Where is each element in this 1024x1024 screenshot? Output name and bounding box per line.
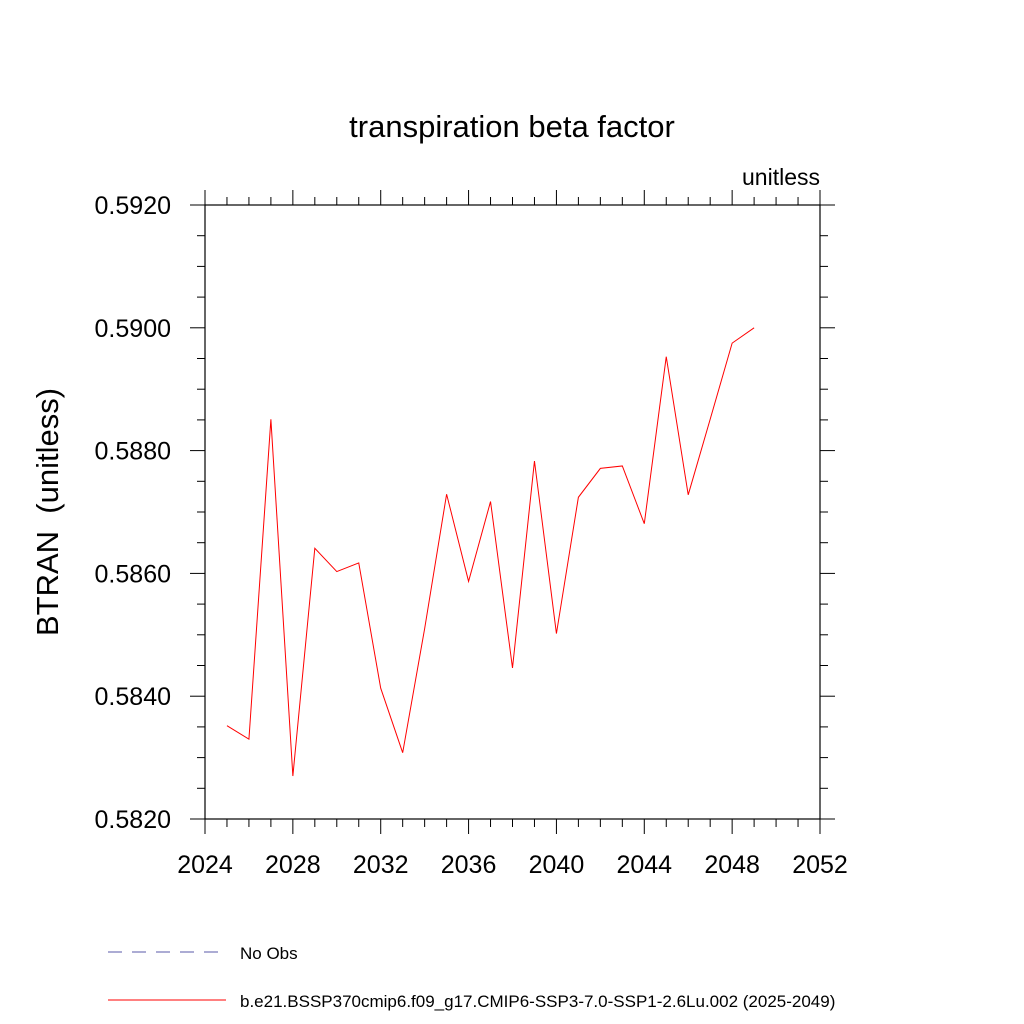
axes: 2024 2028 2032 2036 2040 2044 2048 2052 0.5820 0.…: [95, 190, 848, 879]
y-tick-label: 0.5880: [95, 438, 171, 466]
units-label: unitless: [742, 164, 820, 190]
y-tick-label: 0.5860: [95, 560, 171, 588]
x-tick-label: 2028: [265, 851, 321, 879]
chart-title: transpiration beta factor: [349, 109, 675, 144]
x-tick-label: 2048: [704, 851, 760, 879]
y-axis-label: BTRAN (unitless): [30, 388, 65, 636]
x-tick-label: 2040: [529, 851, 585, 879]
x-tick-label: 2032: [353, 851, 409, 879]
legend-label: b.e21.BSSP370cmip6.f09_g17.CMIP6-SSP3-7.…: [240, 992, 835, 1011]
y-tick-label: 0.5840: [95, 683, 171, 711]
legend-label: No Obs: [240, 944, 298, 963]
legend: No Obs b.e21.BSSP370cmip6.f09_g17.CMIP6-S…: [108, 944, 835, 1011]
x-tick-label: 2044: [616, 851, 672, 879]
series-layer: [226, 327, 755, 777]
y-tick-label: 0.5820: [95, 806, 171, 834]
y-tick-label: 0.5900: [95, 315, 171, 343]
x-tick-label: 2052: [792, 851, 848, 879]
y-tick-label: 0.5920: [95, 192, 171, 220]
x-tick-label: 2024: [177, 851, 233, 879]
x-tick-label: 2036: [441, 851, 497, 879]
series-line: [226, 327, 755, 777]
